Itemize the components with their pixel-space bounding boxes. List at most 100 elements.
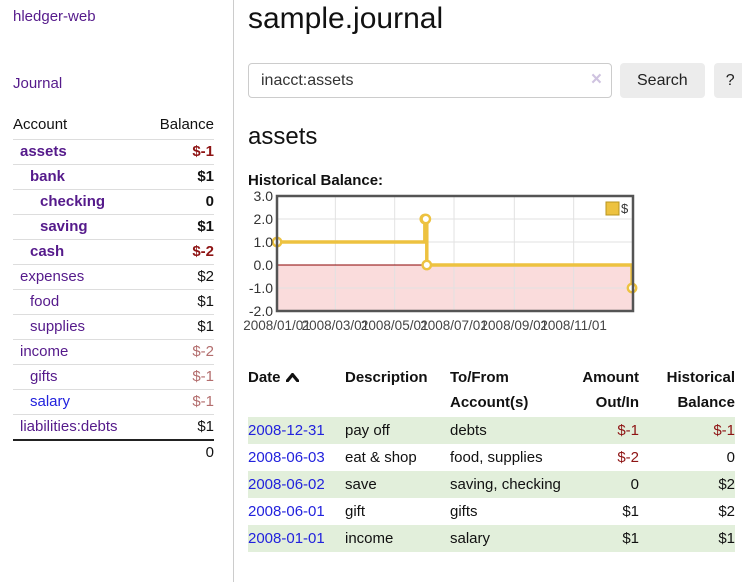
register-row: 2008-06-02 save saving, checking 0 $2 <box>248 471 735 498</box>
account-link[interactable]: salary <box>30 393 71 410</box>
transaction-date-link[interactable]: 2008-06-01 <box>248 503 325 520</box>
chart-plot-area: $ <box>271 194 638 313</box>
account-balance: $1 <box>145 314 214 340</box>
sidebar: hledger-web Journal Account Balance asse… <box>0 0 234 582</box>
account-balance: $2 <box>145 264 214 290</box>
balance-chart: $3.0 2.0 1.0 0.0 -1.0 -2.0 2008/01/01 2008/03/0… <box>243 189 728 348</box>
account-row: supplies $1 <box>13 314 214 340</box>
svg-text:$: $ <box>621 201 629 216</box>
account-link[interactable]: food <box>30 293 60 310</box>
account-balance: $-2 <box>145 339 214 365</box>
transaction-description: gift <box>345 503 366 520</box>
x-axis-tick-label: 2008/05/01 <box>360 318 429 333</box>
x-axis-tick-label: 2008/01/01 <box>243 318 311 333</box>
transaction-balance: $1 <box>718 530 735 547</box>
account-balance: $1 <box>145 214 214 240</box>
register-col-accounts: To/From Account(s) <box>450 369 529 411</box>
transaction-accounts: debts <box>450 422 487 439</box>
account-link[interactable]: supplies <box>30 318 86 335</box>
account-row: checking 0 <box>13 189 214 215</box>
brand-link[interactable]: hledger-web <box>13 8 96 25</box>
account-link[interactable]: expenses <box>20 268 85 285</box>
y-axis-tick-label: 1.0 <box>253 234 273 250</box>
account-link[interactable]: checking <box>40 193 106 210</box>
account-row: income $-2 <box>13 339 214 365</box>
account-balance: $1 <box>145 164 214 190</box>
transaction-accounts: food, supplies <box>450 449 543 466</box>
chart-title: Historical Balance: <box>248 172 384 189</box>
account-link[interactable]: liabilities:debts <box>20 418 118 435</box>
transaction-date-link[interactable]: 2008-12-31 <box>248 422 325 439</box>
x-axis-tick-label: 2008/11/01 <box>540 318 607 333</box>
y-axis-tick-label: -2.0 <box>248 303 273 319</box>
transaction-amount: 0 <box>630 476 639 493</box>
help-button[interactable]: ? <box>713 63 742 98</box>
account-row: cash $-2 <box>13 239 214 265</box>
accounts-total-row: 0 <box>13 439 214 465</box>
account-row: bank $1 <box>13 164 214 190</box>
account-row: salary $-1 <box>13 389 214 415</box>
account-link[interactable]: assets <box>20 143 67 160</box>
account-balance: $-1 <box>145 364 214 390</box>
transaction-balance: $2 <box>718 503 735 520</box>
search-input[interactable] <box>248 63 612 98</box>
transaction-balance: $-1 <box>713 422 735 439</box>
y-axis-tick-label: -1.0 <box>248 280 273 296</box>
x-axis-tick-label: 2008/09/01 <box>480 318 549 333</box>
account-row: saving $1 <box>13 214 214 240</box>
accounts-col-account: Account <box>13 116 68 133</box>
transaction-amount: $1 <box>622 530 639 547</box>
account-link[interactable]: bank <box>30 168 66 185</box>
account-link[interactable]: cash <box>30 243 65 260</box>
account-balance: $1 <box>145 414 214 440</box>
transaction-description: pay off <box>345 422 390 439</box>
register-col-amount: Amount Out/In <box>582 369 639 411</box>
accounts-total-value: 0 <box>145 439 214 465</box>
account-link[interactable]: income <box>20 343 69 360</box>
account-balance: $-1 <box>145 139 214 165</box>
accounts-header-row: Account Balance <box>13 113 214 140</box>
account-balance: 0 <box>145 189 214 215</box>
register-col-balance: Historical Balance <box>666 369 735 411</box>
account-row: gifts $-1 <box>13 364 214 390</box>
account-link[interactable]: saving <box>40 218 88 235</box>
register-col-date-label: Date <box>248 369 281 386</box>
main-content: sample.journal × Search ? assets Histori… <box>234 0 742 582</box>
transaction-balance: 0 <box>726 449 735 466</box>
register-row: 2008-06-03 eat & shop food, supplies $-2 0 <box>248 444 735 471</box>
transaction-accounts: saving, checking <box>450 476 561 493</box>
transaction-date-link[interactable]: 2008-01-01 <box>248 530 325 547</box>
search-bar: × Search ? <box>248 63 742 98</box>
y-axis-tick-label: 3.0 <box>253 188 273 204</box>
clear-search-icon[interactable]: × <box>590 69 602 90</box>
transaction-balance: $2 <box>718 476 735 493</box>
account-row: expenses $2 <box>13 264 214 290</box>
transaction-amount: $-2 <box>617 449 639 466</box>
x-axis-tick-label: 2008/03/01 <box>301 318 370 333</box>
account-row: food $1 <box>13 289 214 315</box>
transaction-date-link[interactable]: 2008-06-03 <box>248 449 325 466</box>
account-row: liabilities:debts $1 <box>13 414 214 440</box>
transaction-description: eat & shop <box>345 449 417 466</box>
search-button[interactable]: Search <box>620 63 705 98</box>
register-row: 2008-01-01 income salary $1 $1 <box>248 525 735 552</box>
y-axis-tick-label: 0.0 <box>253 257 273 273</box>
accounts-table: Account Balance assets $-1 bank $1 checking 0… <box>13 113 214 465</box>
search-field-wrap: × <box>248 63 612 98</box>
transaction-accounts: salary <box>450 530 491 547</box>
account-balance: $-2 <box>145 239 214 265</box>
sort-caret-up-icon <box>285 365 299 390</box>
transaction-description: save <box>345 476 377 493</box>
transaction-date-link[interactable]: 2008-06-02 <box>248 476 325 493</box>
sidebar-item-journal[interactable]: Journal <box>13 75 63 92</box>
x-axis-tick-label: 2008/07/01 <box>420 318 488 333</box>
transaction-description: income <box>345 530 394 547</box>
register-col-date[interactable]: Date <box>248 363 345 417</box>
transaction-accounts: gifts <box>450 503 478 520</box>
account-heading: assets <box>248 123 318 150</box>
account-link[interactable]: gifts <box>30 368 58 385</box>
register-header-row: Date Description To/From Account(s) Amou… <box>248 363 735 417</box>
account-balance: $1 <box>145 289 214 315</box>
page-title: sample.journal <box>248 2 444 35</box>
